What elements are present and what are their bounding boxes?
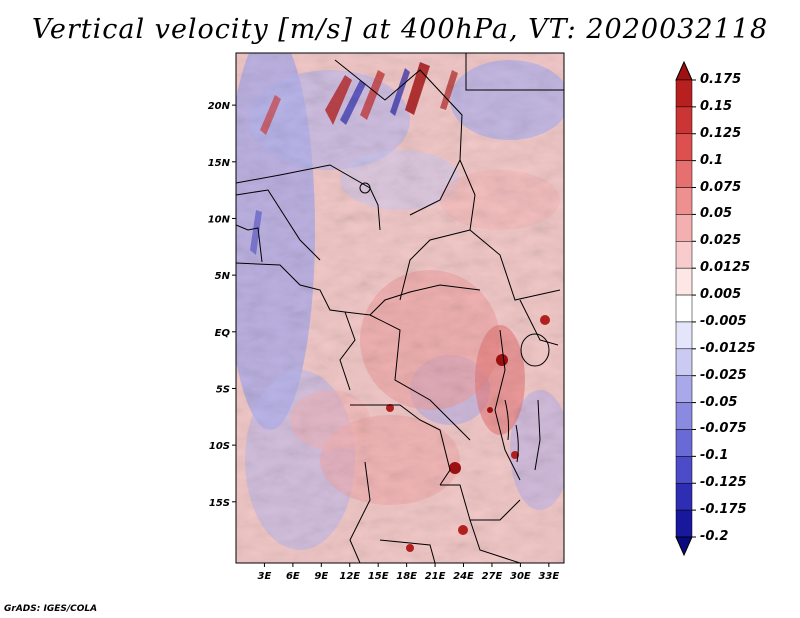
vertical-velocity-field bbox=[236, 53, 564, 563]
lon-label: 24E bbox=[453, 571, 474, 582]
colorbar-label: -0.025 bbox=[700, 367, 747, 383]
credit-label: GrADS: IGES/COLA bbox=[4, 604, 98, 614]
colorbar-label: -0.005 bbox=[700, 313, 747, 329]
colorbar-segment bbox=[675, 482, 693, 511]
lat-label: 5S bbox=[216, 384, 230, 395]
lon-label: 30E bbox=[510, 571, 531, 582]
lon-label: 3E bbox=[258, 571, 272, 582]
colorbar-label: 0.0125 bbox=[700, 260, 751, 276]
lat-label: 10N bbox=[208, 214, 231, 225]
colorbar-segment bbox=[675, 267, 693, 296]
lon-label: 33E bbox=[538, 571, 559, 582]
colorbar-segment bbox=[675, 348, 693, 376]
colorbar-segment bbox=[675, 456, 693, 484]
colorbar bbox=[675, 60, 696, 557]
colorbar-label: 0.025 bbox=[700, 233, 742, 249]
colorbar-label: -0.0125 bbox=[700, 340, 756, 356]
colorbar-max-arrow bbox=[675, 60, 693, 81]
colorbar-segment bbox=[675, 321, 693, 350]
colorbar-min-arrow bbox=[675, 536, 693, 557]
colorbar-label: -0.2 bbox=[700, 529, 729, 544]
colorbar-label: -0.075 bbox=[700, 421, 747, 437]
colorbar-segment bbox=[675, 402, 693, 430]
country-borders bbox=[236, 53, 564, 563]
colorbar-label: 0.075 bbox=[700, 179, 742, 195]
colorbar-segment bbox=[675, 133, 693, 161]
lat-label: 20N bbox=[208, 101, 231, 112]
colorbar-segment bbox=[675, 187, 693, 215]
colorbar-segment bbox=[675, 241, 693, 269]
colorbar-label: 0.15 bbox=[700, 98, 733, 114]
lon-label: 6E bbox=[286, 571, 300, 582]
colorbar-label: 0.005 bbox=[700, 287, 742, 303]
lat-label: EQ bbox=[215, 328, 231, 339]
colorbar-segment bbox=[675, 375, 693, 403]
colorbar-label: 0.175 bbox=[700, 72, 742, 87]
map-frame bbox=[235, 52, 565, 564]
colorbar-segment bbox=[675, 79, 693, 108]
colorbar-label: 0.1 bbox=[700, 152, 724, 168]
colorbar-label: -0.175 bbox=[700, 502, 747, 518]
lat-label: 15N bbox=[208, 158, 231, 169]
colorbar-segment bbox=[675, 294, 693, 323]
lon-label: 12E bbox=[339, 571, 360, 582]
lakes bbox=[359, 182, 550, 463]
lon-label: 15E bbox=[368, 571, 389, 582]
lat-label: 5N bbox=[215, 271, 231, 282]
colorbar-label: 0.125 bbox=[700, 125, 742, 141]
chart-title: Vertical velocity [m/s] at 400hPa, VT: 2… bbox=[31, 14, 769, 45]
colorbar-segment bbox=[675, 509, 693, 538]
lat-label: 15S bbox=[209, 498, 230, 509]
colorbar-label: 0.05 bbox=[700, 206, 733, 222]
lon-label: 27E bbox=[482, 571, 503, 582]
colorbar-segment bbox=[675, 429, 693, 457]
lat-label: 10S bbox=[209, 441, 230, 452]
colorbar-label: -0.1 bbox=[700, 448, 729, 464]
colorbar-label: -0.05 bbox=[700, 394, 738, 410]
colorbar-segment bbox=[675, 214, 693, 242]
lon-label: 18E bbox=[396, 571, 417, 582]
lon-label: 21E bbox=[425, 571, 446, 582]
lon-label: 9E bbox=[314, 571, 328, 582]
colorbar-segment bbox=[675, 160, 693, 188]
axis-ticks: 20N 15N 10N 5N EQ 5S 10S 15S 3E 6E 9E 12E 15E 18E 21E 2… bbox=[208, 101, 560, 582]
colorbar-segment bbox=[675, 106, 693, 135]
colorbar-label: -0.125 bbox=[700, 475, 747, 491]
